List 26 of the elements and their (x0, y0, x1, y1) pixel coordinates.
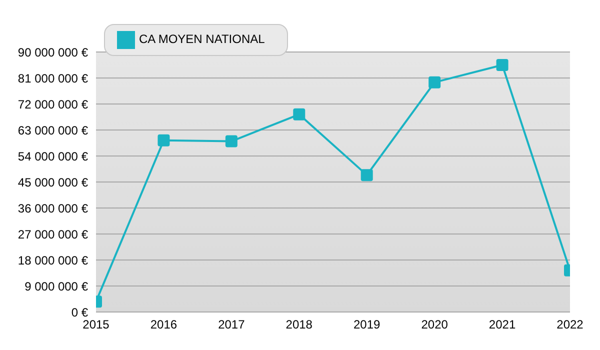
y-tick-label: 54 000 000 € (18, 149, 88, 164)
point (428, 76, 441, 88)
y-tick-label: 90 000 000 € (18, 45, 88, 60)
legend-label: CA MOYEN NATIONAL (139, 32, 265, 46)
x-tick-label: 2021 (488, 318, 516, 332)
point (360, 169, 373, 182)
x-tick-label: 2019 (354, 318, 381, 332)
y-tick-label: 72 000 000 € (18, 97, 88, 112)
y-tick-label: 27 000 000 € (18, 227, 88, 242)
y-tick-label: 36 000 000 € (18, 201, 88, 216)
point (225, 135, 238, 148)
y-tick-label: 81 000 000 € (18, 71, 88, 86)
x-tick-label: 2020 (421, 318, 448, 332)
y-tick-label: 63 000 000 € (18, 123, 88, 138)
point (496, 59, 508, 71)
x-tick-label: 2018 (286, 318, 313, 332)
point (158, 134, 170, 146)
x-tick-label: 2016 (150, 318, 178, 332)
x-tick-label: 2022 (556, 318, 584, 332)
x-tick-label: 2017 (218, 318, 246, 332)
point (293, 108, 306, 120)
y-tick-label: 0 € (71, 305, 88, 320)
y-tick-label: 9 000 000 € (24, 279, 88, 294)
y-tick-label: 45 000 000 € (18, 175, 88, 190)
y-tick-label: 18 000 000 € (18, 253, 88, 268)
x-tick-label: 2015 (82, 318, 110, 332)
